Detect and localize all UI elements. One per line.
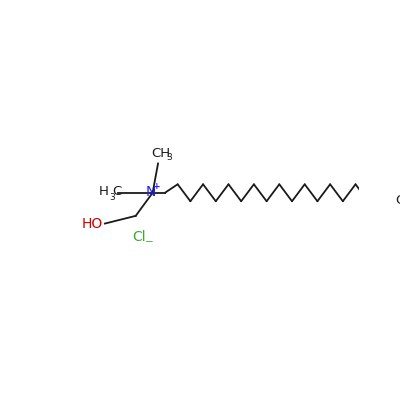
Text: N: N [146, 185, 156, 199]
Text: CH: CH [395, 194, 400, 207]
Text: 3: 3 [109, 193, 115, 202]
Text: CH: CH [151, 147, 170, 160]
Text: Cl: Cl [132, 230, 146, 244]
Text: HO: HO [81, 217, 102, 231]
Text: −: − [144, 237, 153, 247]
Text: H: H [99, 186, 109, 198]
Text: +: + [154, 182, 161, 191]
Text: C: C [112, 186, 121, 198]
Text: 3: 3 [166, 153, 172, 162]
